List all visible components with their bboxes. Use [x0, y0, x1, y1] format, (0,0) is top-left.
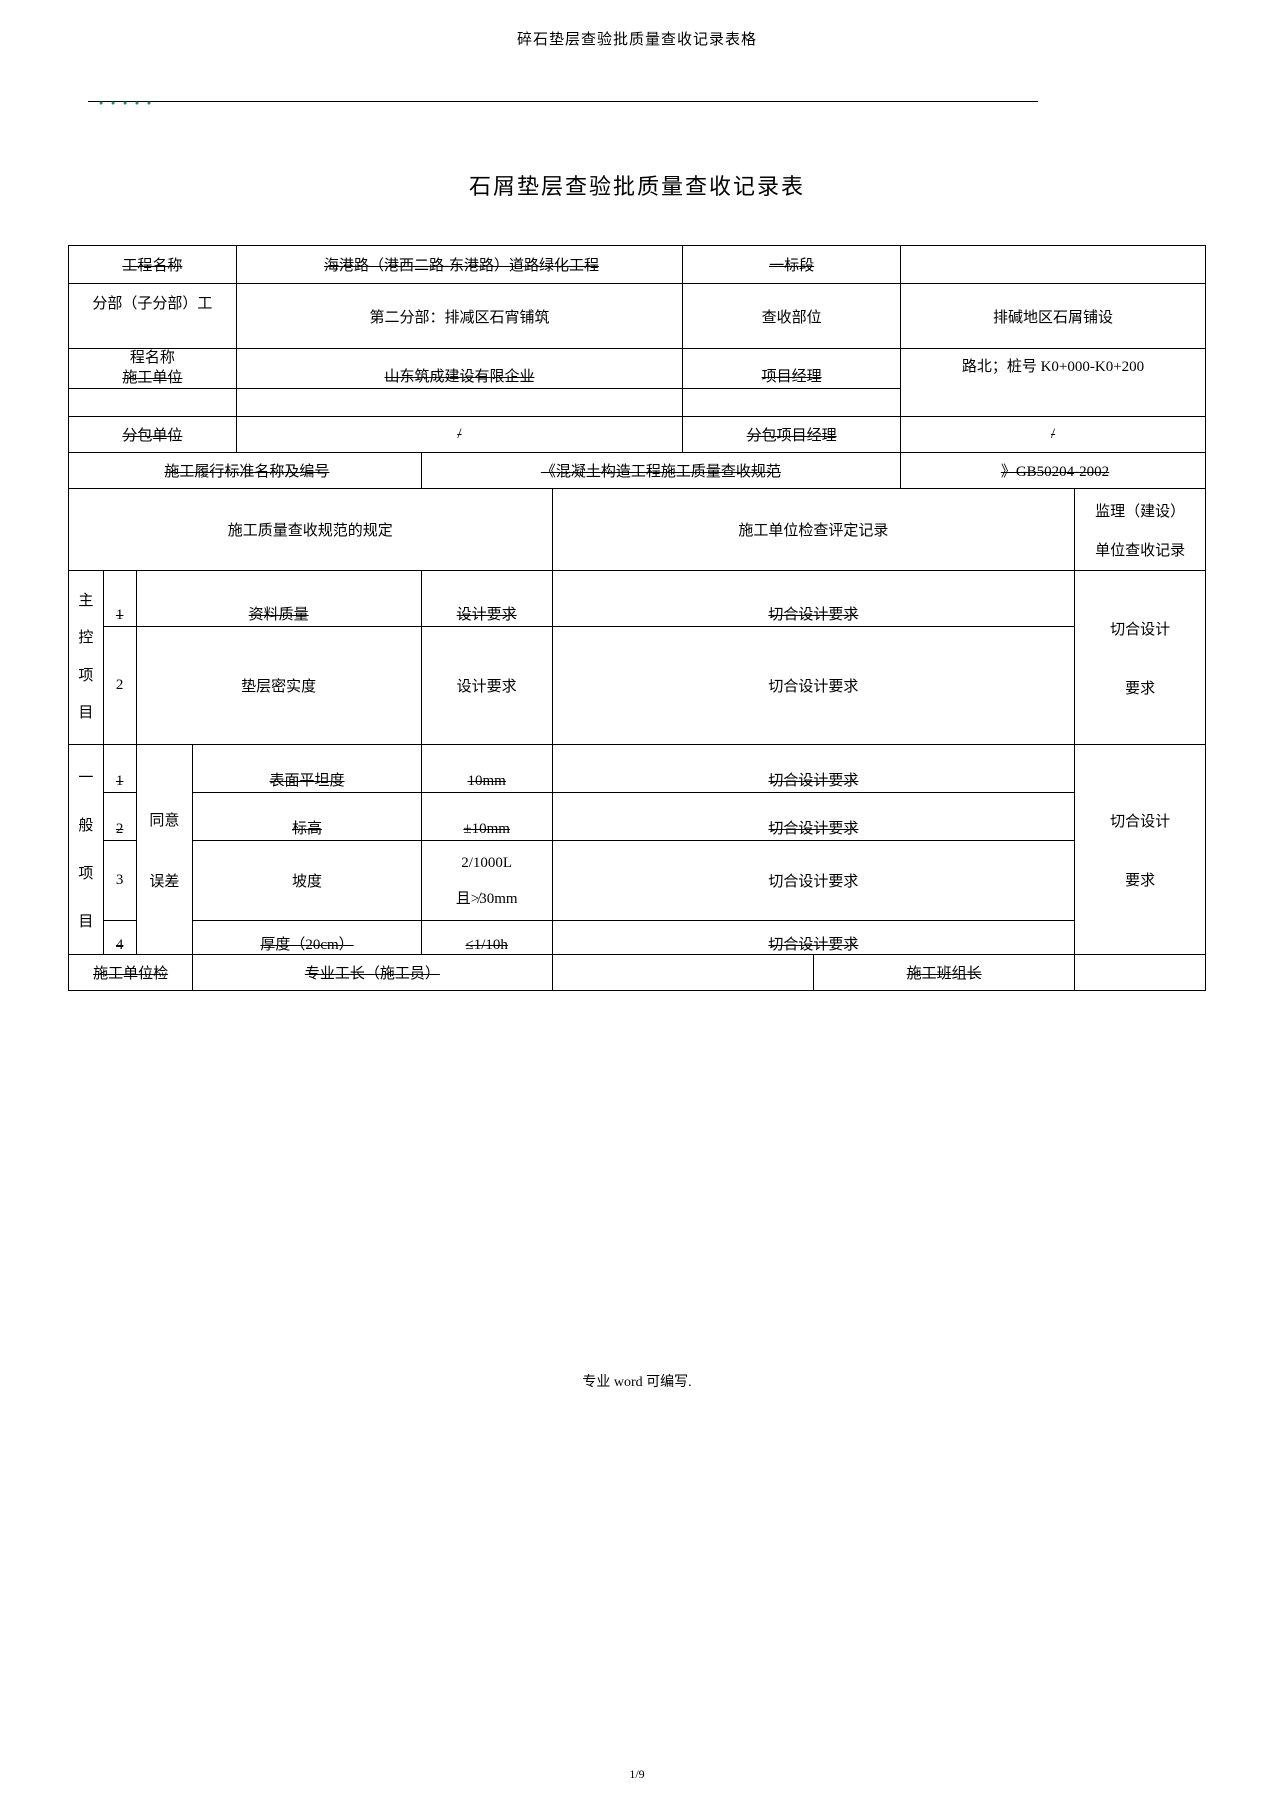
bottom-col2: 专业工长（施工员）: [305, 966, 440, 982]
inspection-form-table: 工程名称 海港路（港西二路-东港路）道路绿化工程 一标段 分部（子分部）工 第二…: [68, 245, 1206, 991]
unit-check-record-label: 施工单位检查评定记录: [738, 523, 888, 539]
top-divider: [88, 101, 1038, 102]
bottom-col1: 施工单位检: [93, 966, 168, 982]
gen-row-2-result: 切合设计要求: [768, 821, 858, 837]
supervisor-record-top: 监理（建设）: [1079, 500, 1201, 521]
subcontract-unit-label: 分包单位: [122, 428, 182, 444]
construction-unit-label: 施工单位: [73, 369, 232, 389]
gen-row-1-idx: 1: [116, 773, 124, 789]
pm-value: 路北；桩号 K0+000-K0+200: [962, 359, 1144, 375]
standard-value: 《混凝土构造工程施工质量查收规范: [541, 464, 781, 480]
project-name-label: 工程名称: [122, 258, 182, 274]
general-group-label: 一 般 项 目: [69, 745, 104, 955]
supervisor-record-bottom: 单位查收记录: [1079, 539, 1201, 560]
sub-name-2: 程名称: [73, 349, 232, 369]
mc-verdict-bottom: 要求: [1079, 677, 1201, 698]
spec-regulation-label: 施工质量查收规范的规定: [228, 523, 393, 539]
gen-row-4-item: 厚度（20cm）: [260, 937, 353, 953]
gen-sub-label-bottom: 误差: [141, 870, 189, 891]
mc-row-1-item: 资料质量: [249, 607, 309, 623]
accept-part-value: 排碱地区石屑铺设: [993, 310, 1113, 326]
gen-row-2-idx: 2: [116, 821, 124, 837]
gen-row-1-spec: 10mm: [468, 773, 506, 789]
accept-part-label: 查收部位: [762, 310, 822, 326]
gen-row-4-idx: 4: [116, 937, 124, 953]
gen-row-3-item: 坡度: [292, 874, 322, 890]
mc-row-1-result: 切合设计要求: [768, 607, 858, 623]
sub-pm-label: 分包项目经理: [747, 428, 837, 444]
gen-row-3-idx: 3: [116, 872, 124, 888]
subcontract-slash-2: /: [1051, 426, 1055, 442]
subcontract-slash-1: /: [457, 426, 461, 442]
bottom-col4: 施工班组长: [907, 966, 982, 982]
gen-sub-label-top: 同意: [141, 809, 189, 830]
main-control-group-label: 主 控 项 目: [69, 571, 104, 745]
mc-row-1-spec: 设计要求: [457, 607, 517, 623]
footer-note: 专业 word 可编写.: [68, 1371, 1206, 1391]
dotted-marker: ● ● ● ● ●: [99, 99, 154, 107]
project-value: 海港路（港西二路-东港路）道路绿化工程: [324, 258, 599, 274]
gen-row-3-spec: 2/1000L且≯30mm: [456, 855, 518, 907]
page-subtitle: 碎石垫层查验批质量查收记录表格: [68, 28, 1206, 49]
gen-verdict-bottom: 要求: [1079, 869, 1201, 890]
gen-row-2-item: 标高: [292, 821, 322, 837]
construction-unit-value: 山东筑成建设有限企业: [384, 369, 534, 385]
gen-row-4-spec: ≤1/10h: [465, 937, 507, 953]
subpart-name-label: 分部（子分部）工: [92, 296, 212, 312]
gen-verdict-top: 切合设计: [1079, 810, 1201, 831]
doc-main-title: 石屑垫层查验批质量查收记录表: [68, 169, 1206, 201]
mc-row-2-spec: 设计要求: [457, 679, 517, 695]
standard-code: 》GB50204-2002: [1001, 464, 1109, 480]
mc-row-1-idx: 1: [116, 607, 124, 623]
gen-row-1-result: 切合设计要求: [768, 773, 858, 789]
section-value: 一标段: [769, 258, 814, 274]
subpart-value: 第二分部：排减区石宵铺筑: [369, 310, 549, 326]
gen-row-4-result: 切合设计要求: [768, 937, 858, 953]
pm-label: 项目经理: [762, 369, 822, 385]
mc-row-2-item: 垫层密实度: [241, 679, 316, 695]
gen-row-1-item: 表面平坦度: [269, 773, 344, 789]
page-number: 1/9: [629, 1767, 644, 1782]
gen-row-3-result: 切合设计要求: [768, 874, 858, 890]
gen-row-2-spec: ±10mm: [463, 821, 510, 837]
standard-label: 施工履行标准名称及编号: [164, 464, 329, 480]
mc-verdict-top: 切合设计: [1079, 618, 1201, 639]
mc-row-2-idx: 2: [116, 677, 124, 693]
mc-row-2-result: 切合设计要求: [768, 679, 858, 695]
